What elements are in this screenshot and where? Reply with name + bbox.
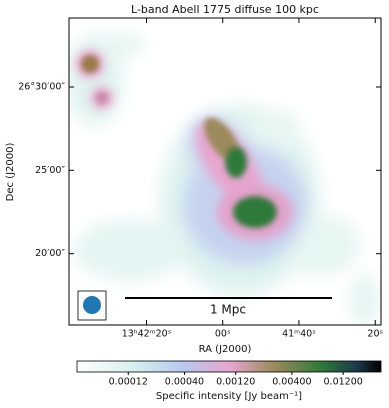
colorbar-tick-label: 0.00400 [272,377,311,388]
colorbar-tick-label: 0.00120 [216,377,255,388]
image [69,18,381,325]
y-tick-label: 26°30′00″ [18,82,65,93]
frame [68,17,382,326]
scale-bar-label: 1 Mpc [210,303,246,317]
x-tick-label: 00ˢ [215,329,231,340]
y-tick-label: 25′00″ [35,165,65,176]
colorbar [76,360,382,373]
x-tick-label: 41ᵐ40ˢ [282,329,316,340]
beam [83,296,101,314]
x-tick-label: 13ʰ42ᵐ20ˢ [122,329,172,340]
chart-title: L-band Abell 1775 diffuse 100 kpc [131,3,319,16]
colorbar-tick-label: 0.00040 [165,377,204,388]
x-tick-label: 20ˢ [367,329,383,340]
y-axis-title: Dec (J2000) [5,143,16,202]
colorbar-title: Specific intensity [Jy beam⁻¹] [156,391,302,402]
colorbar-tick-label: 0.00012 [109,377,148,388]
x-axis-title: RA (J2000) [199,344,252,355]
y-tick-label: 20′00″ [35,248,65,259]
colorbar-tick-label: 0.01200 [324,377,363,388]
